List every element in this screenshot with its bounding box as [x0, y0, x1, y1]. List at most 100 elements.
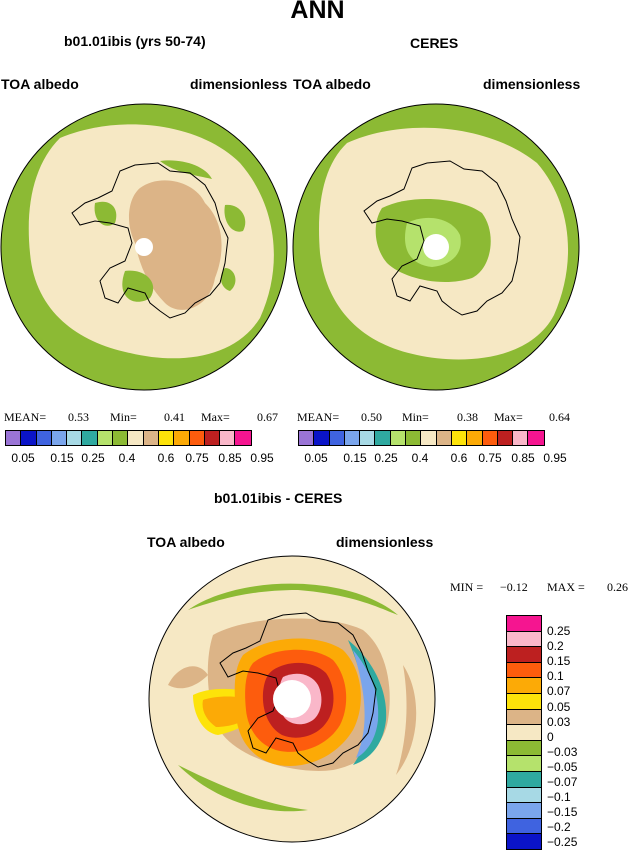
colorbar-swatch	[513, 431, 529, 445]
colorbar-tick-label: 0.95	[543, 451, 567, 465]
colorbar-tick-label: 0.25	[81, 451, 105, 465]
panel2-min-value: 0.38	[457, 410, 478, 424]
colorbar-swatch	[467, 431, 483, 445]
colorbar-swatch	[6, 431, 22, 445]
colorbar-tick-label: 0.6	[157, 451, 175, 465]
panel2-units-label: dimensionless	[483, 76, 581, 92]
colorbar-swatch	[128, 431, 144, 445]
colorbar-swatch	[36, 431, 52, 445]
colorbar-swatch	[21, 431, 37, 445]
diff-colorbar-swatch	[507, 740, 541, 757]
figure-title: ANN	[290, 0, 345, 24]
diff-max-label: MAX =	[547, 580, 585, 594]
colorbar-tick-label: 0.05	[304, 451, 328, 465]
panel2-min-label: Min=	[402, 410, 429, 424]
colorbar-swatch	[497, 431, 514, 445]
colorbar-swatch	[97, 431, 114, 445]
colorbar-swatch	[174, 431, 190, 445]
panel2-mean-label: MEAN=	[297, 410, 340, 424]
colorbar-swatch	[82, 431, 98, 445]
colorbar-swatch	[204, 431, 221, 445]
colorbar-tick-label: 0.6	[450, 451, 468, 465]
diff-colorbar-swatch	[507, 631, 541, 648]
panel1-variable-label: TOA albedo	[1, 76, 79, 92]
colorbar-swatch	[51, 431, 68, 445]
diff-colorbar-swatch	[507, 693, 541, 710]
panel1-min-label: Min=	[110, 410, 137, 424]
colorbar-swatch	[189, 431, 205, 445]
diff-colorbar-tick-label: 0.15	[547, 654, 571, 669]
colorbar-swatch	[67, 431, 83, 445]
colorbar-tick-label: 0.75	[185, 451, 209, 465]
colorbar-tick-label: 0.85	[511, 451, 535, 465]
diff-colorbar-tick-label: −0.1	[547, 790, 571, 805]
diff-colorbar-swatch	[507, 818, 541, 835]
colorbar-swatch	[113, 431, 129, 445]
diff-colorbar-tick-label: 0.2	[547, 639, 564, 654]
colorbar-swatch	[299, 431, 315, 445]
diff-min-label: MIN =	[450, 580, 484, 594]
diff-colorbar-tick-label: 0.25	[547, 624, 571, 638]
diff-units-label: dimensionless	[336, 534, 434, 550]
panel2-case-title: CERES	[410, 35, 459, 51]
colorbar-tick-label: 0.05	[11, 451, 35, 465]
diff-max-value: 0.26	[607, 580, 628, 594]
panel1-max-label: Max=	[201, 410, 230, 424]
panel1-mean-value: 0.53	[68, 410, 89, 424]
diff-title: b01.01ibis - CERES	[214, 490, 343, 506]
panel1-colorbar	[5, 430, 252, 446]
diff-colorbar-swatch	[507, 678, 541, 694]
panel2-mean-value: 0.50	[361, 410, 382, 424]
colorbar-swatch	[360, 431, 376, 445]
diff-colorbar-tick-label: 0.05	[547, 699, 571, 714]
colorbar-swatch	[375, 431, 391, 445]
panel1-mean-label: MEAN=	[4, 410, 47, 424]
diff-colorbar	[506, 615, 542, 850]
panel2-max-label: Max=	[494, 410, 523, 424]
colorbar-tick-label: 0.15	[343, 451, 367, 465]
colorbar-swatch	[235, 431, 251, 445]
colorbar-swatch	[220, 431, 236, 445]
diff-polar-map	[148, 555, 436, 843]
colorbar-tick-label: 0.85	[218, 451, 242, 465]
colorbar-tick-label: 0.15	[50, 451, 74, 465]
colorbar-swatch	[482, 431, 498, 445]
diff-colorbar-swatch	[507, 647, 541, 663]
colorbar-swatch	[344, 431, 361, 445]
colorbar-tick-label: 0.4	[118, 451, 136, 465]
panel1-units-label: dimensionless	[190, 76, 288, 92]
diff-colorbar-swatch	[507, 616, 541, 632]
diff-colorbar-tick-label: 0.07	[547, 684, 571, 699]
panel2-colorbar	[298, 430, 545, 446]
diff-colorbar-tick-label: 0.03	[547, 714, 571, 729]
diff-colorbar-tick-label: −0.15	[547, 805, 578, 820]
diff-colorbar-tick-label: 0.1	[547, 669, 564, 684]
diff-colorbar-swatch	[507, 756, 541, 772]
diff-colorbar-swatch	[507, 709, 541, 726]
diff-colorbar-swatch	[507, 834, 541, 850]
colorbar-swatch	[421, 431, 437, 445]
colorbar-swatch	[158, 431, 175, 445]
panel1-case-title: b01.01ibis (yrs 50-74)	[64, 33, 206, 49]
panel2-polar-map	[292, 103, 580, 391]
colorbar-swatch	[314, 431, 330, 445]
colorbar-swatch	[390, 431, 407, 445]
diff-min-value: −0.12	[500, 580, 528, 594]
colorbar-swatch	[451, 431, 468, 445]
diff-colorbar-tick-label: −0.25	[547, 835, 578, 850]
panel1-min-value: 0.41	[164, 410, 185, 424]
diff-colorbar-swatch	[507, 662, 541, 679]
colorbar-tick-label: 0.75	[478, 451, 502, 465]
colorbar-swatch	[143, 431, 159, 445]
colorbar-swatch	[329, 431, 345, 445]
diff-colorbar-tick-label: −0.05	[547, 759, 578, 774]
diff-colorbar-swatch	[507, 803, 541, 819]
diff-variable-label: TOA albedo	[147, 534, 225, 550]
panel1-polar-map	[0, 103, 288, 391]
diff-colorbar-swatch	[507, 725, 541, 741]
diff-colorbar-tick-label: 0	[547, 729, 554, 744]
colorbar-tick-label: 0.25	[374, 451, 398, 465]
colorbar-tick-label: 0.95	[250, 451, 274, 465]
colorbar-swatch	[406, 431, 422, 445]
